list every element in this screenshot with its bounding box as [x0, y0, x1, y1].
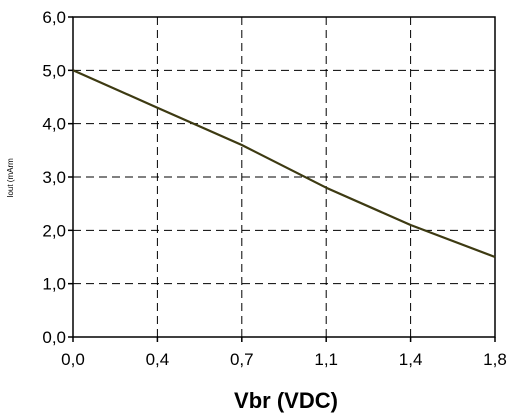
x-tick-label: 1,1: [314, 350, 338, 369]
grid-lines: [73, 17, 495, 337]
y-axis-ticks: 0,0 1,0 2,0 3,0 4,0 5,0 6,0: [42, 8, 73, 347]
y-tick-label: 6,0: [42, 8, 66, 27]
y-tick-label: 3,0: [42, 168, 66, 187]
x-tick-label: 0,7: [230, 350, 254, 369]
x-tick-label: 0,0: [61, 350, 85, 369]
y-tick-label: 0,0: [42, 328, 66, 347]
series-line: [72, 69, 496, 259]
y-tick-label: 2,0: [42, 221, 66, 240]
x-tick-label: 1,8: [483, 350, 507, 369]
y-tick-label: 1,0: [42, 275, 66, 294]
x-tick-label: 0,4: [146, 350, 170, 369]
y-tick-label: 5,0: [42, 61, 66, 80]
y-axis-label: Iout (mArm: [6, 158, 15, 198]
y-tick-label: 4,0: [42, 115, 66, 134]
x-axis-ticks: 0,0 0,4 0,7 1,1 1,4 1,8: [61, 337, 507, 369]
series-layer: [72, 69, 496, 259]
x-tick-label: 1,4: [399, 350, 423, 369]
x-axis-label: Vbr (VDC): [234, 388, 338, 413]
